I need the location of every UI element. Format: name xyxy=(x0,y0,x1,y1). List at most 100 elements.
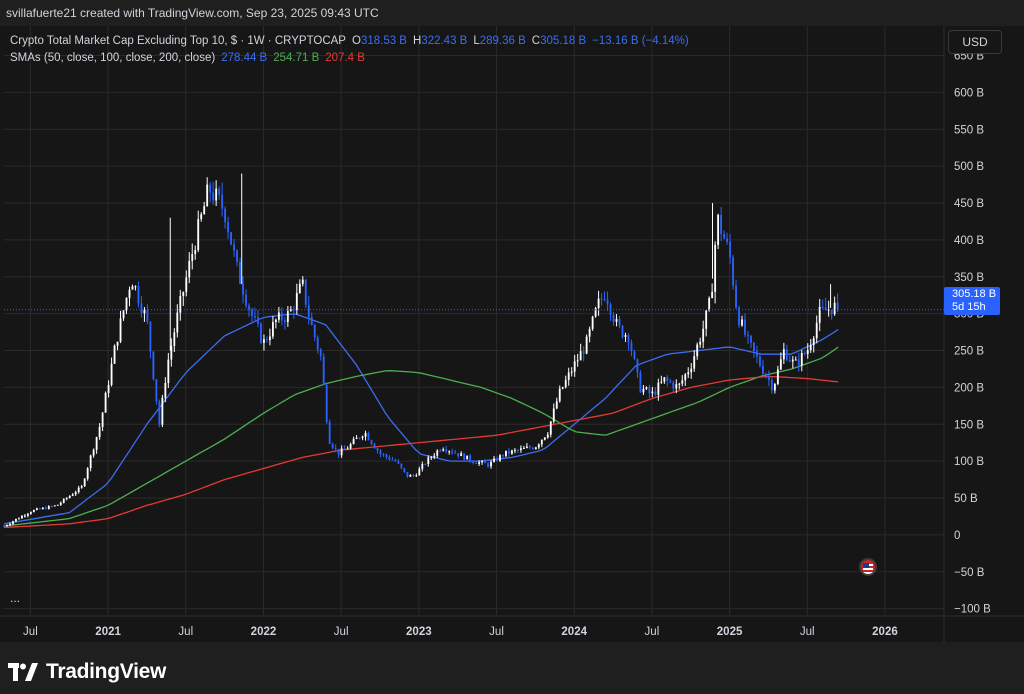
candle-body xyxy=(35,508,38,510)
candle-body xyxy=(26,513,29,516)
candle-body xyxy=(448,451,451,453)
candle-body xyxy=(788,360,791,362)
x-tick-label: 2026 xyxy=(872,626,898,638)
us-flag-event-icon[interactable] xyxy=(859,558,877,576)
candle-body xyxy=(430,457,433,459)
candle-body xyxy=(582,351,585,354)
candle-body xyxy=(218,188,221,195)
open-label: O xyxy=(351,35,361,47)
x-tick-label: Jul xyxy=(645,626,660,638)
y-tick-label: 150 B xyxy=(954,419,984,431)
attribution-bar: svillafuerte21 created with TradingView.… xyxy=(0,0,1024,26)
candle-body xyxy=(158,401,161,425)
candle-body xyxy=(382,454,385,456)
y-tick-label: 200 B xyxy=(954,382,984,394)
last-price-value: 305.18 B xyxy=(952,288,997,300)
candle-body xyxy=(540,439,543,445)
x-tick-label: Jul xyxy=(489,626,504,638)
candle-body xyxy=(681,380,684,384)
candle-body xyxy=(74,492,77,495)
candle-body xyxy=(131,286,134,290)
candle-body xyxy=(155,379,158,402)
candle-body xyxy=(179,296,182,313)
candle-body xyxy=(696,344,699,357)
candle-body xyxy=(316,337,319,350)
symbol-title[interactable]: Crypto Total Market Cap Excluding Top 10… xyxy=(10,35,346,47)
candle-body xyxy=(23,515,26,517)
candle-body xyxy=(827,309,830,311)
candle-body xyxy=(762,365,764,374)
candle-body xyxy=(648,387,651,394)
candle-body xyxy=(639,372,642,393)
tradingview-logo-icon xyxy=(8,663,38,681)
candle-body xyxy=(588,328,591,337)
candle-body xyxy=(809,345,812,351)
candle-body xyxy=(50,506,53,508)
candle-body xyxy=(666,377,669,381)
x-tick-label: Jul xyxy=(334,626,349,638)
candle-body xyxy=(717,214,720,245)
candle-body xyxy=(618,318,621,326)
candle-body xyxy=(346,448,349,450)
candle-body xyxy=(367,432,370,441)
candle-body xyxy=(415,475,418,477)
candle-body xyxy=(424,463,427,465)
y-tick-label: 550 B xyxy=(954,124,984,136)
sma100-line xyxy=(3,346,839,527)
candle-body xyxy=(630,342,633,352)
candle-body xyxy=(68,495,71,499)
candle-body xyxy=(478,462,481,464)
candle-body xyxy=(597,298,600,309)
candle-body xyxy=(83,478,86,487)
sma200-value: 207.4 B xyxy=(325,52,365,64)
x-tick-label: 2023 xyxy=(406,626,432,638)
candle-body xyxy=(750,335,752,343)
candle-body xyxy=(756,351,758,357)
sma-label[interactable]: SMAs (50, close, 100, close, 200, close) xyxy=(10,52,216,64)
candle-body xyxy=(38,508,41,510)
candle-body xyxy=(137,286,140,304)
candle-body xyxy=(621,325,624,337)
candle-body xyxy=(570,371,573,373)
candle-body xyxy=(791,359,794,362)
candle-body xyxy=(149,321,152,352)
candle-body xyxy=(785,349,788,361)
candle-body xyxy=(818,306,821,323)
candle-body xyxy=(206,184,209,207)
more-indicators-button[interactable]: ... xyxy=(10,591,21,605)
candle-body xyxy=(245,294,247,306)
currency-button[interactable]: USD xyxy=(948,30,1002,54)
tradingview-logo[interactable]: TradingView xyxy=(8,660,166,684)
candle-body xyxy=(224,208,227,223)
candle-body xyxy=(307,304,310,318)
y-tick-label: 250 B xyxy=(954,346,984,358)
candle-body xyxy=(591,316,594,329)
candle-body xyxy=(212,192,215,201)
candle-body xyxy=(364,432,367,437)
candle-body xyxy=(741,319,743,326)
candle-body xyxy=(726,238,729,242)
candle-body xyxy=(794,359,797,361)
bar-countdown: 5d 15h xyxy=(952,301,986,313)
candle-body xyxy=(185,277,188,293)
candle-body xyxy=(194,250,197,254)
candle-body xyxy=(176,312,179,333)
candle-body xyxy=(337,448,340,456)
candle-body xyxy=(251,309,253,317)
candle-body xyxy=(44,507,47,510)
candle-body xyxy=(41,507,44,510)
open-value: 318.53 B xyxy=(360,35,407,47)
candle-body xyxy=(56,504,59,506)
change-value: −13.16 B (−4.14%) xyxy=(592,35,689,47)
candle-body xyxy=(672,382,675,389)
candle-body xyxy=(203,206,206,215)
candle-body xyxy=(436,450,439,456)
candle-body xyxy=(732,257,734,286)
candle-body xyxy=(711,291,714,299)
candle-body xyxy=(400,463,403,469)
candle-body xyxy=(687,372,690,375)
candle-body xyxy=(313,325,316,338)
candle-body xyxy=(406,472,409,477)
